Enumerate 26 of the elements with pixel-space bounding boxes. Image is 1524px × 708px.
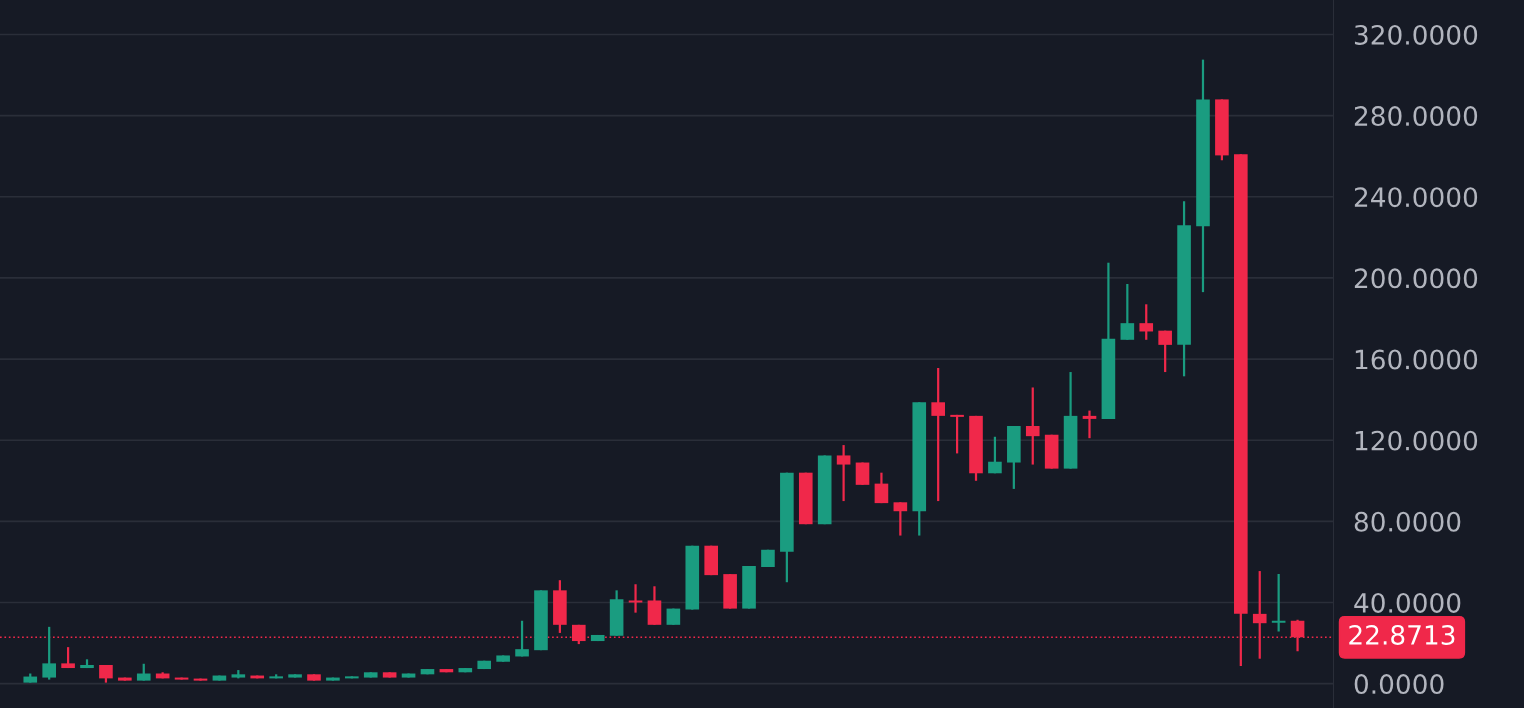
y-tick-label: 240.0000 <box>1354 187 1478 208</box>
candlestick <box>950 413 964 455</box>
candlestick <box>1252 569 1267 660</box>
candlestick <box>1120 282 1135 341</box>
y-tick-label: 160.0000 <box>1355 349 1478 370</box>
candlestick <box>874 471 889 505</box>
candlestick <box>1082 409 1097 440</box>
candlestick <box>628 583 643 614</box>
y-tick-label: 40.0000 <box>1354 592 1461 613</box>
y-tick-label: 120.0000 <box>1355 430 1478 451</box>
candlestick <box>515 619 529 658</box>
y-tick-label: 280.0000 <box>1354 106 1478 127</box>
candlestick <box>1158 329 1172 374</box>
candlestick <box>988 435 1002 475</box>
y-tick-label: 200.0000 <box>1354 268 1478 289</box>
y-tick-label: 0.0000 <box>1354 674 1444 695</box>
candlestick <box>1271 573 1286 633</box>
ref-line-label: 22.8713 <box>1349 624 1455 645</box>
candlestick <box>931 366 945 503</box>
candlestick <box>836 443 851 503</box>
y-tick-label: 80.0000 <box>1354 511 1461 532</box>
candlestick <box>42 625 56 681</box>
y-tick-label: 320.0000 <box>1354 24 1478 45</box>
candlestick <box>893 501 908 537</box>
candlestick <box>1025 386 1040 466</box>
candlestick <box>1139 303 1154 341</box>
